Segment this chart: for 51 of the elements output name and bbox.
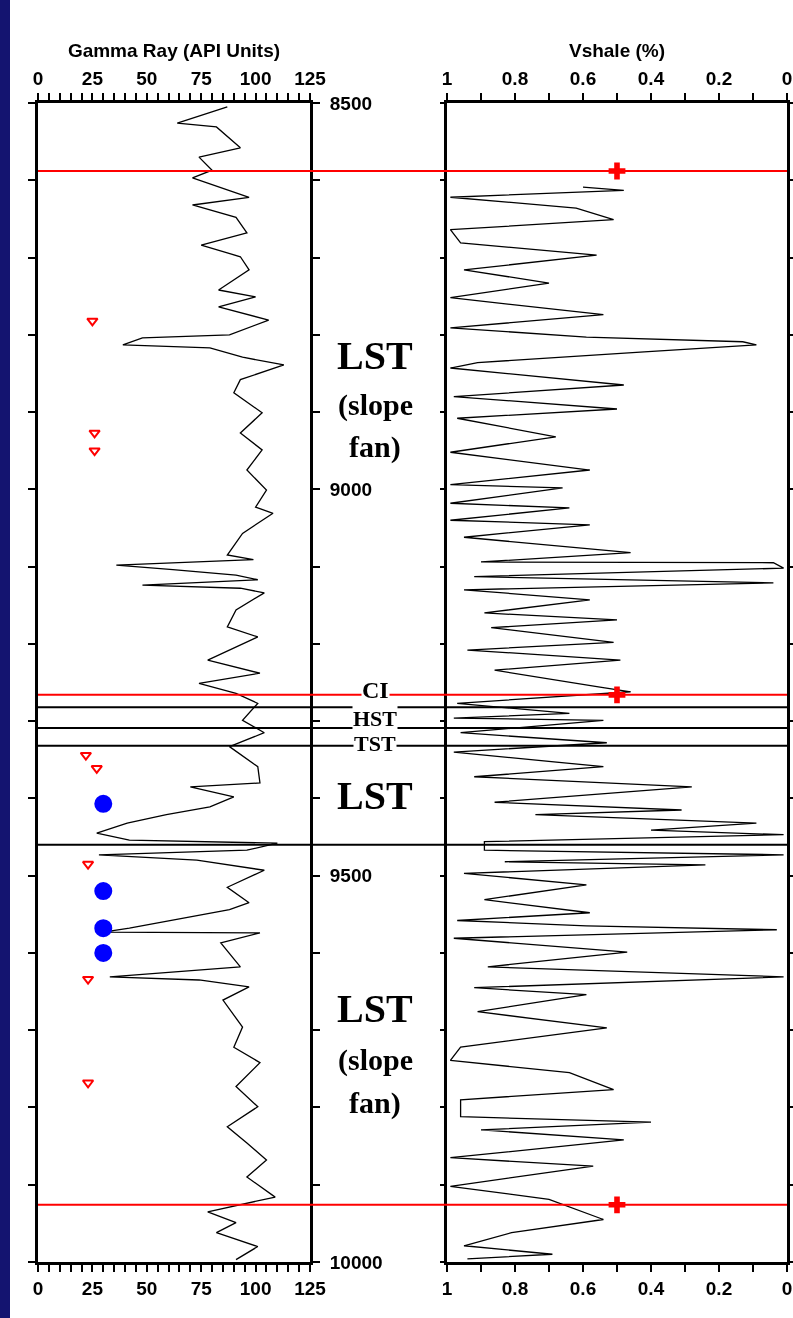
x2-tick-label: 50 [136, 1277, 158, 1299]
x-tick-label: 50 [136, 68, 158, 90]
x2-tick-label: 25 [81, 1277, 104, 1299]
x-tick-label: 75 [190, 68, 213, 90]
text: LST [337, 333, 413, 378]
x2-tick-label: 75 [190, 1277, 213, 1299]
x2-tick-label: 0.6 [569, 1277, 597, 1299]
x2-tick-label: 1 [441, 1277, 453, 1299]
x-tick-label: 0.6 [569, 68, 597, 90]
point [94, 794, 113, 813]
point [81, 1079, 95, 1089]
point [79, 751, 93, 761]
point [81, 975, 95, 985]
y-tick-label: 8500 [329, 92, 373, 114]
y-tick-label: 9500 [329, 865, 373, 887]
point [88, 447, 101, 457]
text: fan) [349, 1086, 401, 1120]
text: HST [353, 706, 398, 731]
x2-tick-label: 100 [239, 1277, 272, 1299]
x2-tick-label: 0.8 [501, 1277, 529, 1299]
x2-tick-label: 0 [781, 1277, 793, 1299]
point [94, 943, 113, 962]
x-tick-label: 0 [32, 68, 44, 90]
point [88, 429, 101, 439]
text: TST [354, 731, 396, 756]
x-tick-label: 1 [441, 68, 453, 90]
x-tick-label: 0.8 [501, 68, 529, 90]
x-tick-label: 0 [781, 68, 793, 90]
point [94, 919, 113, 938]
x2-tick-label: 0 [32, 1277, 44, 1299]
text: (slope [338, 388, 413, 422]
text: fan) [349, 430, 401, 464]
text: LST [337, 986, 413, 1031]
text: LST [337, 773, 413, 818]
point [86, 317, 99, 327]
text: (slope [338, 1043, 413, 1077]
x2-tick-label: 0.4 [637, 1277, 665, 1299]
text: CI [362, 677, 389, 703]
x2-axis-title: Gamma Ray (API Units) [67, 40, 281, 62]
y-tick-label: 10000 [329, 1251, 383, 1273]
x-tick-label: 0.4 [637, 68, 665, 90]
point [94, 882, 113, 901]
y-tick-label: 9000 [329, 478, 373, 500]
x2-axis-title: Vshale (%) [568, 40, 666, 62]
point [81, 860, 95, 870]
x-tick-label: 100 [239, 68, 272, 90]
x-tick-label: 0.2 [705, 68, 733, 90]
x-tick-label: 125 [294, 68, 327, 90]
x-tick-label: 25 [81, 68, 104, 90]
x2-tick-label: 0.2 [705, 1277, 733, 1299]
x2-tick-label: 125 [294, 1277, 327, 1299]
